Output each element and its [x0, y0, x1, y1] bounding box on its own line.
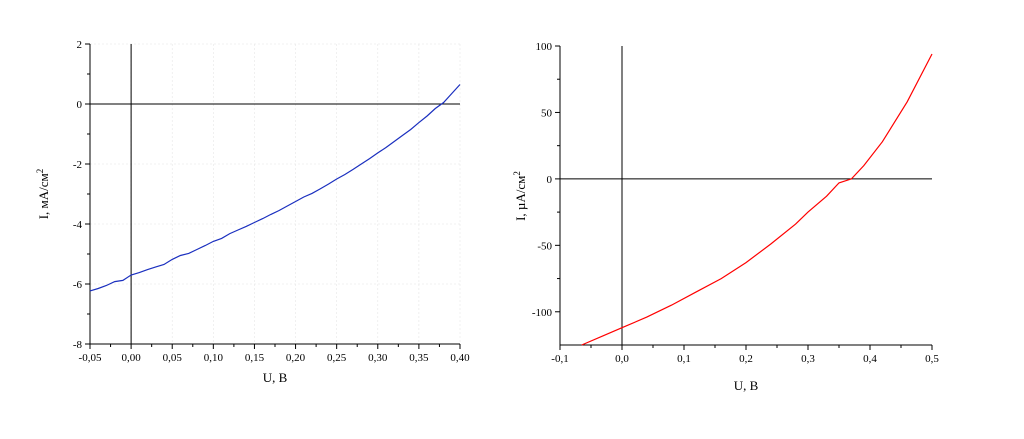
right-y-tick-label: 0	[547, 174, 553, 186]
left-y-tick-label: -2	[73, 159, 82, 171]
left-x-tick-label: 0,10	[204, 352, 224, 364]
left-x-tick-label: 0,15	[245, 352, 265, 364]
right-x-tick-label: 0,3	[801, 353, 815, 365]
left-x-tick-label: 0,35	[409, 352, 429, 364]
left-chart: -0,05 0,00 0,05 0,10 0,15 0,20 0,25 0,30 0,35 0,4…	[35, 39, 470, 385]
left-x-ticks: -0,05 0,00 0,05 0,10 0,15 0,20 0,25 0,30 0,35 0,4…	[79, 344, 470, 364]
right-y-ticks: -100 -50 0 50 100	[532, 41, 560, 319]
left-series-line	[89, 84, 461, 292]
left-x-axis-label: U, В	[263, 370, 288, 385]
right-chart: -0,1 0,0 0,1 0,2 0,3 0,4 0,5 -100 -50 0 50 100 U, …	[512, 41, 939, 393]
right-x-axis-label: U, В	[734, 378, 759, 393]
left-y-tick-label: 2	[77, 39, 83, 51]
left-x-tick-label: -0,05	[79, 352, 102, 364]
right-y-tick-label: -50	[537, 240, 552, 252]
left-plot-frame	[90, 44, 460, 344]
right-x-tick-label: 0,4	[863, 353, 877, 365]
left-x-tick-label: 0,30	[368, 352, 388, 364]
right-x-tick-label: 0,0	[615, 353, 629, 365]
left-y-axis-label: I, мА/см2	[35, 169, 51, 220]
right-y-axis-label-sup: 2	[512, 171, 522, 176]
right-series-line	[581, 53, 933, 346]
left-gridlines	[89, 43, 461, 345]
left-y-axis-label-main: I, мА/см	[36, 173, 51, 219]
left-x-tick-label: 0,00	[121, 352, 141, 364]
right-x-tick-label: 0,1	[677, 353, 691, 365]
left-x-tick-label: 0,25	[327, 352, 347, 364]
right-y-tick-label: 100	[536, 41, 553, 53]
left-y-axis-label-sup: 2	[35, 169, 45, 174]
left-y-tick-label: -4	[73, 219, 83, 231]
left-y-ticks: -8 -6 -4 -2 0 2	[73, 39, 90, 351]
right-y-axis-label-main: I, µA/см	[513, 176, 528, 221]
right-y-tick-label: -100	[532, 307, 553, 319]
right-y-tick-label: 50	[541, 107, 553, 119]
left-y-tick-label: -8	[73, 339, 83, 351]
right-y-axis-label: I, µA/см2	[512, 171, 528, 221]
left-x-tick-label: 0,20	[286, 352, 306, 364]
right-x-tick-label: 0,5	[925, 353, 939, 365]
right-x-ticks: -0,1 0,0 0,1 0,2 0,3 0,4 0,5	[551, 345, 939, 365]
left-y-tick-label: 0	[77, 99, 83, 111]
left-x-tick-label: 0,40	[450, 352, 470, 364]
left-x-tick-label: 0,05	[163, 352, 183, 364]
left-y-tick-label: -6	[73, 279, 83, 291]
right-x-tick-label: -0,1	[551, 353, 568, 365]
right-x-tick-label: 0,2	[739, 353, 753, 365]
